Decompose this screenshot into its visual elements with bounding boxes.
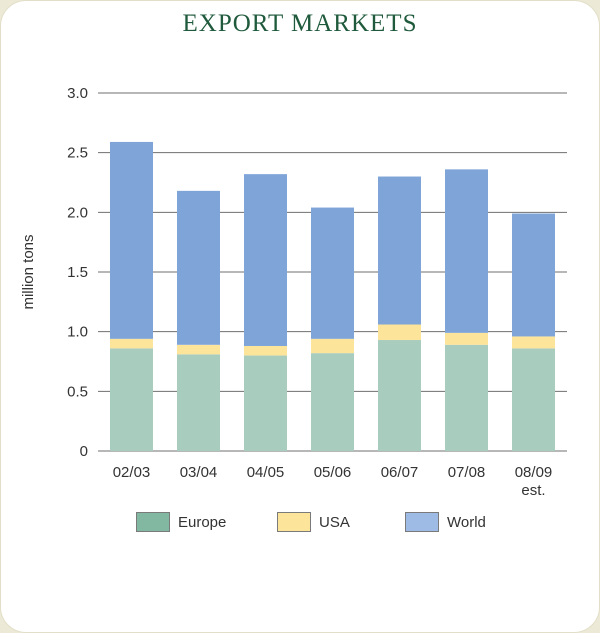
chart-title: EXPORT MARKETS	[182, 10, 418, 37]
bar-europe-0	[110, 348, 153, 451]
bar-usa-1	[177, 344, 220, 355]
y-tick-label: 2.0	[67, 204, 88, 221]
bar-europe-2	[244, 355, 287, 451]
x-tick-label: 07/08	[448, 464, 486, 481]
y-tick-label: 0.5	[67, 383, 88, 400]
y-tick-label: 1.5	[67, 264, 88, 281]
bar-world-4	[378, 176, 421, 325]
y-tick-label: 1.0	[67, 324, 88, 341]
bar-europe-3	[311, 353, 354, 451]
legend-item-europe: Europe	[136, 510, 226, 534]
bar-usa-3	[311, 338, 354, 354]
bar-world-6	[512, 213, 555, 337]
bar-world-1	[177, 190, 220, 345]
legend-label-usa: USA	[319, 513, 350, 531]
legend-item-world: World	[405, 510, 486, 534]
bar-usa-6	[512, 336, 555, 349]
legend-item-usa: USA	[277, 510, 350, 534]
x-tick-label: 02/03	[113, 464, 151, 481]
x-tick-label: 08/09	[515, 464, 553, 481]
x-tick-label: 06/07	[381, 464, 419, 481]
bar-usa-2	[244, 345, 287, 356]
x-tick-label: 03/04	[180, 464, 218, 481]
legend-swatch-europe	[136, 512, 170, 532]
bar-europe-4	[378, 340, 421, 451]
bar-usa-0	[110, 338, 153, 349]
y-tick-label: 0	[80, 443, 88, 460]
bar-world-5	[445, 169, 488, 333]
y-tick-label: 3.0	[67, 85, 88, 102]
legend-swatch-usa	[277, 512, 311, 532]
legend: Europe USA World	[0, 510, 600, 540]
bar-europe-6	[512, 348, 555, 451]
bar-world-2	[244, 174, 287, 346]
bar-europe-5	[445, 344, 488, 451]
legend-swatch-world	[405, 512, 439, 532]
bar-world-3	[311, 207, 354, 339]
y-tick-label: 2.5	[67, 145, 88, 162]
bar-world-0	[110, 141, 153, 339]
legend-label-world: World	[447, 513, 486, 531]
x-tick-label: 04/05	[247, 464, 285, 481]
bar-usa-5	[445, 332, 488, 345]
x-tick-label: est.	[521, 482, 545, 499]
x-tick-label: 05/06	[314, 464, 352, 481]
legend-label-europe: Europe	[178, 513, 227, 531]
y-axis-title: million tons	[20, 234, 37, 309]
bar-usa-4	[378, 324, 421, 341]
bar-europe-1	[177, 354, 220, 451]
